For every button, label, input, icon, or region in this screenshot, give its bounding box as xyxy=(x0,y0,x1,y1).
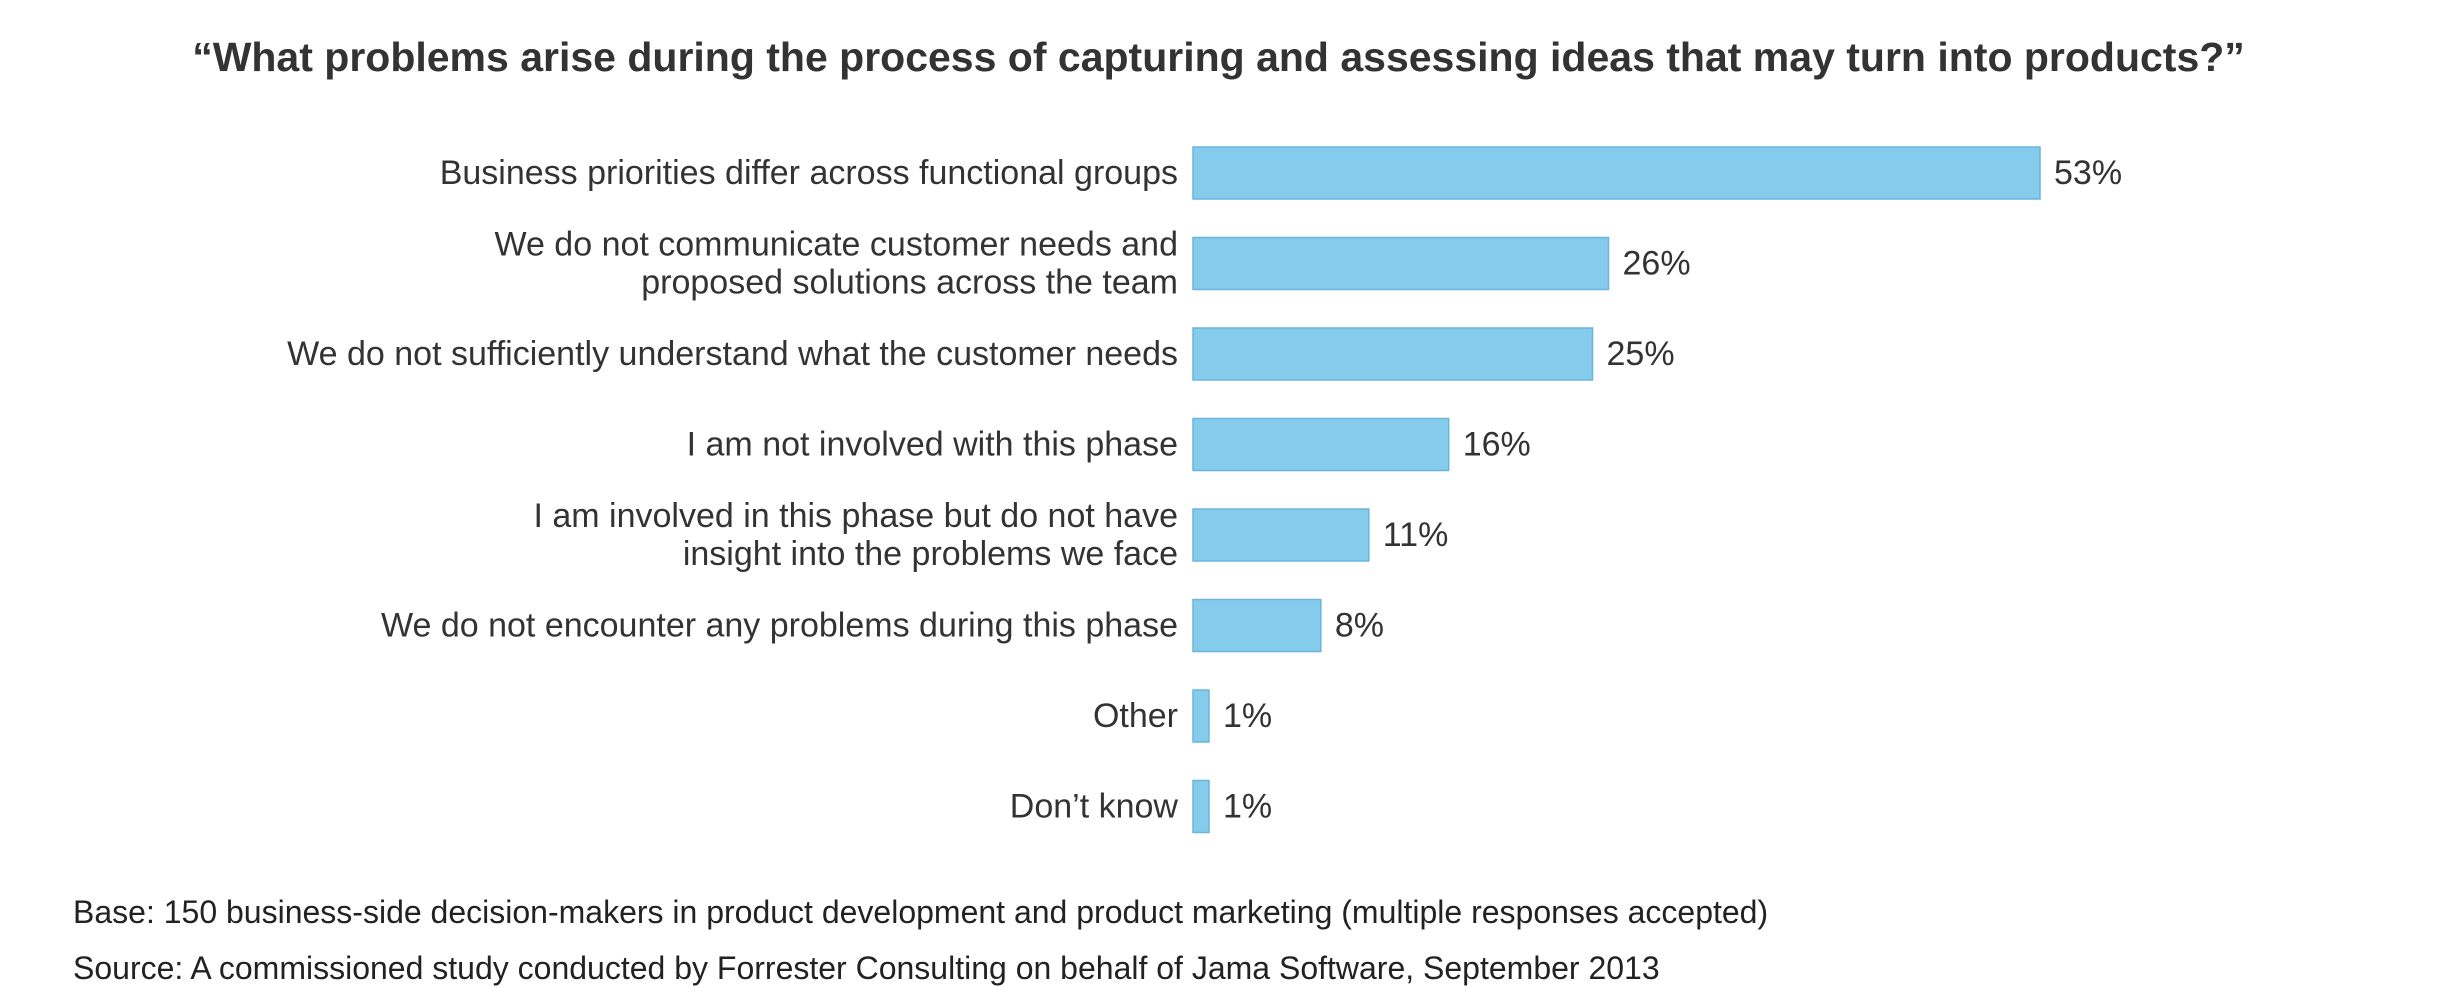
value-label-3: 16% xyxy=(1463,426,1531,464)
value-label-7: 1% xyxy=(1223,788,1272,826)
value-label-2: 25% xyxy=(1607,335,1675,373)
chart-title: “What problems arise during the process … xyxy=(192,34,2245,80)
category-label-5: We do not encounter any problems during … xyxy=(381,607,1178,645)
category-label-4-line-1: insight into the problems we face xyxy=(683,535,1178,573)
category-label-2: We do not sufficiently understand what t… xyxy=(287,335,1178,373)
value-label-1: 26% xyxy=(1623,245,1691,283)
bar-5 xyxy=(1192,598,1322,653)
category-label-1-line-1: proposed solutions across the team xyxy=(641,264,1178,302)
bar-3 xyxy=(1192,417,1450,472)
bar-chart: 53% Business priorities differ across fun… xyxy=(287,146,2122,834)
category-label-4-line-0: I am involved in this phase but do not h… xyxy=(533,497,1178,535)
value-label-5: 8% xyxy=(1335,607,1384,645)
bar-0 xyxy=(1192,146,2041,200)
category-label-6: Other xyxy=(1093,697,1178,735)
category-label-3: I am not involved with this phase xyxy=(687,426,1178,464)
category-label-1-line-0: We do not communicate customer needs and xyxy=(494,226,1178,264)
bar-4 xyxy=(1192,508,1370,562)
category-label-0: Business priorities differ across functi… xyxy=(440,154,1178,192)
value-label-4: 11% xyxy=(1383,516,1449,554)
bar-2 xyxy=(1192,327,1594,381)
bar-1 xyxy=(1192,236,1610,291)
bar-6 xyxy=(1192,689,1210,743)
source-footnote: Source: A commissioned study conducted b… xyxy=(73,950,1660,986)
bar-7 xyxy=(1192,779,1210,834)
value-label-0: 53% xyxy=(2054,154,2122,192)
base-footnote: Base: 150 business-side decision-makers … xyxy=(73,894,1769,930)
value-label-6: 1% xyxy=(1223,697,1272,735)
category-label-7: Don’t know xyxy=(1010,788,1179,826)
